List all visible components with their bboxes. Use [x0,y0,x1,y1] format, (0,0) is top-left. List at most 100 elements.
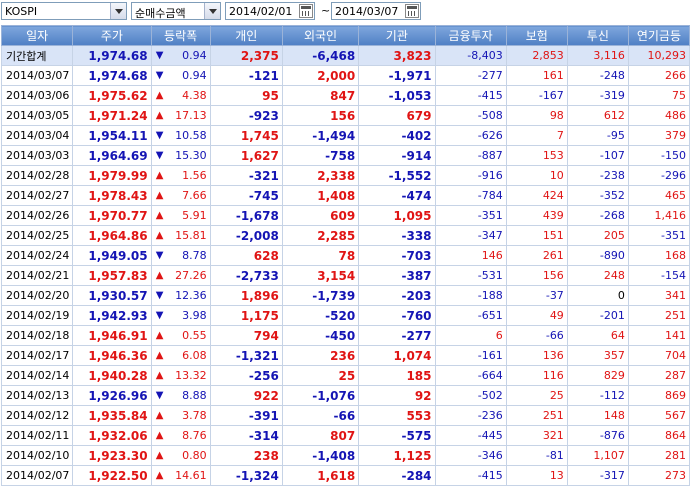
price-cell: 1,949.05 [72,245,152,266]
individual-cell: 922 [209,385,283,406]
foreign-cell: 2,285 [281,225,360,246]
change-value: 3.78 [182,409,207,422]
table-row[interactable]: 2014/02/191,942.93 3.981,175-520-760-6514… [0,305,691,326]
institution-cell: 1,074 [358,345,436,366]
table-row[interactable]: 2014/02/121,935.84 3.78-391-66553-2362511… [0,405,691,426]
foreign-cell: 156 [281,105,360,126]
institution-cell: 679 [358,105,436,126]
table-row[interactable]: 2014/02/201,930.57 12.361,896-1,739-203-1… [0,285,691,306]
column-header[interactable]: 보험 [505,25,568,46]
table-row[interactable]: 2014/02/241,949.05 8.7862878-703146261-89… [0,245,691,266]
column-header[interactable]: 개인 [209,25,283,46]
column-header[interactable]: 연기금등 [627,25,691,46]
table-row[interactable]: 2014/02/101,923.30 0.80238-1,4081,125-346… [0,445,691,466]
column-header[interactable]: 외국인 [281,25,360,46]
insurance-cell: 439 [505,205,568,226]
institution-cell: -284 [358,465,436,486]
institution-cell: -1,053 [358,85,436,106]
change-value: 17.13 [175,109,207,122]
table-row[interactable]: 2014/02/281,979.99 1.56-3212,338-1,552-91… [0,165,691,186]
investment-trust-cell: -248 [566,65,629,86]
individual-cell: -1,324 [209,465,283,486]
change-cell: 15.81 [150,225,211,246]
pension-fund-cell: -150 [627,145,691,166]
insurance-cell: 10 [505,165,568,186]
toolbar: KOSPI 순매수금액 2014/02/01 ~ 2014/03/07 [0,0,692,24]
table-row[interactable]: 2014/02/251,964.8615.81-2,0082,285-338-3… [0,225,691,246]
price-cell: 1,957.83 [72,265,152,286]
table-row[interactable]: 2014/03/061,975.62 4.3895847-1,053-415-16… [0,85,691,106]
insurance-cell: 7 [505,125,568,146]
change-value: 6.08 [182,349,207,362]
table-row[interactable]: 2014/02/271,978.437.66-7451,408-474-7844… [0,185,691,206]
table-row[interactable]: 2014/03/071,974.68 0.94-1212,000-1,971-27… [0,65,691,86]
table-row[interactable]: 2014/02/131,926.96 8.88922-1,07692-50225-… [0,385,691,406]
column-header[interactable]: 등락폭 [150,25,211,46]
individual-cell: 2,375 [209,45,283,66]
column-header[interactable]: 주가 [72,25,152,46]
pension-fund-cell: 379 [627,125,691,146]
institution-cell: -1,552 [358,165,436,186]
pension-fund-cell: 869 [627,385,691,406]
foreign-cell: -450 [281,325,360,346]
market-select[interactable]: KOSPI [1,2,127,20]
insurance-cell: 153 [505,145,568,166]
change-cell: 4.38 [150,85,211,106]
institution-cell: -402 [358,125,436,146]
institution-cell: -703 [358,245,436,266]
price-cell: 1,926.96 [72,385,152,406]
table-row[interactable]: 2014/02/261,970.77 5.91-1,6786091,095-351… [0,205,691,226]
date-cell: 2014/02/19 [0,305,74,326]
table-body: 기간합계1,974.680.942,375-6,4683,823-8,4032,… [0,45,691,486]
individual-cell: -321 [209,165,283,186]
table-row[interactable]: 2014/02/211,957.83 27.26-2,7333,154-387-5… [0,265,691,286]
price-cell: 1,940.28 [72,365,152,386]
change-cell: 8.78 [150,245,211,266]
investment-trust-cell: -112 [566,385,629,406]
date-cell: 2014/02/21 [0,265,74,286]
date-cell: 2014/02/07 [0,465,74,486]
date-cell: 2014/02/28 [0,165,74,186]
pension-fund-cell: 281 [627,445,691,466]
column-header[interactable]: 투신 [566,25,629,46]
column-header[interactable]: 금융투자 [434,25,507,46]
change-cell: 27.26 [150,265,211,286]
table-row[interactable]: 2014/02/181,946.91 0.55794-450-2776-66641… [0,325,691,346]
price-cell: 1,954.11 [72,125,152,146]
chevron-down-icon[interactable] [110,3,126,19]
chevron-down-icon[interactable] [204,3,220,19]
individual-cell: 1,175 [209,305,283,326]
date-cell: 2014/03/05 [0,105,74,126]
calendar-icon[interactable] [299,4,313,18]
table-row[interactable]: 2014/03/041,954.11 10.581,745-1,494-402-6… [0,125,691,146]
institution-cell: 92 [358,385,436,406]
change-cell: 8.88 [150,385,211,406]
foreign-cell: 807 [281,425,360,446]
investment-trust-cell: 357 [566,345,629,366]
pension-fund-cell: 141 [627,325,691,346]
table-row[interactable]: 2014/02/141,940.28 13.32-25625185-6641168… [0,365,691,386]
change-value: 8.78 [182,249,207,262]
end-date-field[interactable]: 2014/03/07 [331,2,421,20]
insurance-cell: 161 [505,65,568,86]
institution-cell: -277 [358,325,436,346]
pension-fund-cell: 10,293 [627,45,691,66]
calendar-icon[interactable] [405,4,419,18]
pension-fund-cell: 567 [627,405,691,426]
table-row[interactable]: 2014/02/111,932.06 8.76-314807-575-445321… [0,425,691,446]
price-cell: 1,930.57 [72,285,152,306]
investment-trust-cell: 0 [566,285,629,306]
table-row[interactable]: 2014/02/071,922.50 14.61-1,3241,618-284-4… [0,465,691,486]
change-cell: 1.56 [150,165,211,186]
table-row[interactable]: 2014/02/171,946.36 6.08-1,3212361,074-161… [0,345,691,366]
column-header[interactable]: 일자 [0,25,74,46]
column-header[interactable]: 기관 [358,25,436,46]
table-row[interactable]: 2014/03/051,971.24 17.13-923156679-508986… [0,105,691,126]
financial-investment-cell: -351 [434,205,507,226]
table-row[interactable]: 2014/03/031,964.69 15.301,627-758-914-887… [0,145,691,166]
financial-investment-cell: -784 [434,185,507,206]
start-date-field[interactable]: 2014/02/01 [225,2,315,20]
metric-select[interactable]: 순매수금액 [131,2,221,20]
institution-cell: 553 [358,405,436,426]
